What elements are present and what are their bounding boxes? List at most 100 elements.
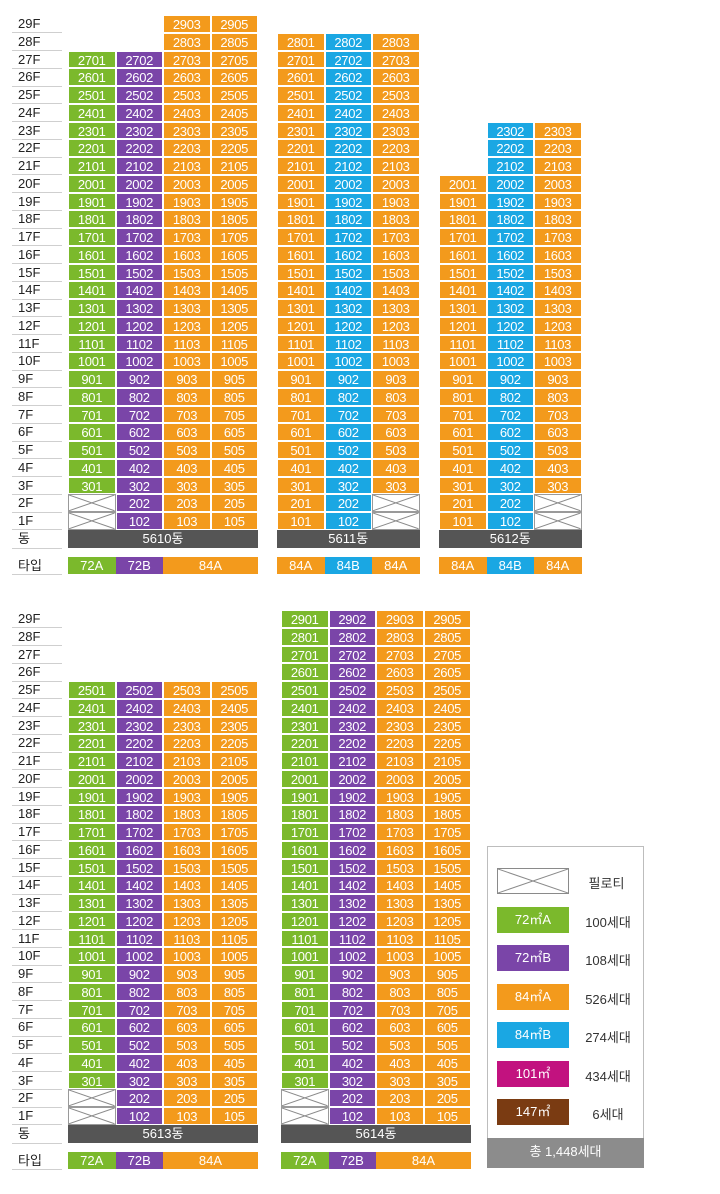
floor-label: 6F [18, 1019, 34, 1035]
unit-cell: 1001 [277, 352, 325, 370]
unit-cell: 1703 [163, 823, 211, 841]
unit-cell: 301 [277, 476, 325, 495]
floor-label: 10F [18, 948, 41, 964]
unit-cell: 502 [486, 441, 534, 459]
floor-label: 24F [18, 104, 41, 120]
unit-cell: 1005 [210, 947, 258, 965]
unit-cell: 701 [281, 1000, 329, 1019]
unit-cell: 2402 [324, 103, 372, 122]
unit-cell: 603 [372, 423, 420, 441]
unit-cell: 1203 [163, 911, 211, 930]
legend-swatch: 72㎡B [497, 945, 569, 971]
unit-type-label: 84A [163, 556, 258, 575]
unit-cell: 702 [328, 1000, 376, 1019]
unit-cell: 1202 [486, 316, 534, 335]
unit-cell: 2102 [115, 157, 163, 175]
unit-cell: 1801 [68, 210, 116, 228]
unit-cell: 1403 [163, 281, 211, 299]
unit-cell: 1501 [68, 263, 116, 282]
floor-divider [12, 493, 62, 495]
unit-cell: 2601 [277, 68, 325, 86]
unit-cell: 402 [115, 458, 163, 477]
floor-label: 13F [18, 895, 41, 910]
unit-cell: 1801 [68, 805, 116, 823]
unit-cell: 305 [210, 1071, 258, 1090]
unit-cell: 1501 [68, 858, 116, 877]
unit-cell: 801 [277, 387, 325, 406]
unit-cell: 2403 [372, 103, 420, 122]
unit-cell: 202 [328, 1089, 376, 1107]
unit-cell: 1301 [68, 299, 116, 317]
unit-cell: 503 [163, 1036, 211, 1054]
unit-cell: 1302 [486, 299, 534, 317]
floor-divider [12, 121, 62, 122]
unit-cell: 2601 [281, 663, 329, 681]
unit-cell: 902 [115, 370, 163, 388]
unit-cell: 1301 [439, 299, 487, 317]
unit-cell: 405 [423, 1053, 471, 1072]
unit-cell: 701 [68, 1000, 116, 1019]
unit-cell: 2301 [281, 716, 329, 735]
unit-cell: 602 [115, 1018, 163, 1036]
unit-cell: 1101 [281, 929, 329, 948]
unit-cell: 2201 [281, 734, 329, 752]
floor-label: 3F [18, 477, 34, 493]
unit-cell: 1902 [115, 787, 163, 806]
unit-cell: 1803 [163, 805, 211, 823]
floor-label: 18F [18, 211, 41, 227]
dong-row-label: 동 [18, 1125, 30, 1141]
floor-label: 16F [18, 246, 41, 262]
legend-count: 434세대 [585, 1068, 631, 1084]
unit-cell: 1005 [423, 947, 471, 965]
unit-cell: 1803 [534, 210, 582, 228]
unit-cell: 803 [163, 982, 211, 1001]
unit-cell: 802 [115, 387, 163, 406]
legend-swatch: 147㎡ [497, 1099, 569, 1125]
unit-cell: 202 [324, 494, 372, 512]
unit-cell: 802 [324, 387, 372, 406]
unit-cell: 2602 [328, 663, 376, 681]
unit-cell: 1602 [328, 840, 376, 859]
unit-cell: 705 [210, 405, 258, 424]
unit-cell: 1101 [439, 334, 487, 353]
unit-cell: 901 [439, 370, 487, 388]
unit-cell: 1705 [210, 823, 258, 841]
unit-cell: 502 [328, 1036, 376, 1054]
unit-cell: 1702 [486, 228, 534, 246]
unit-cell: 902 [324, 370, 372, 388]
unit-cell: 1601 [277, 245, 325, 264]
unit-cell: 1401 [68, 281, 116, 299]
unit-cell: 1403 [534, 281, 582, 299]
unit-cell: 2701 [281, 645, 329, 664]
unit-cell: 201 [277, 494, 325, 512]
unit-cell: 2003 [163, 769, 211, 788]
unit-cell: 1503 [376, 858, 424, 877]
unit-cell: 1603 [372, 245, 420, 264]
unit-cell: 2203 [163, 734, 211, 752]
unit-cell: 703 [163, 1000, 211, 1019]
unit-cell: 1403 [376, 876, 424, 894]
unit-cell: 2705 [210, 50, 258, 69]
unit-cell: 301 [439, 476, 487, 495]
floor-divider [12, 156, 62, 158]
unit-cell: 1003 [163, 947, 211, 965]
unit-cell: 2302 [324, 121, 372, 140]
floor-label: 22F [18, 140, 41, 156]
unit-cell: 1602 [486, 245, 534, 264]
unit-cell: 703 [376, 1000, 424, 1019]
floor-label: 7F [18, 406, 34, 422]
unit-cell: 1905 [210, 787, 258, 806]
unit-cell: 305 [423, 1071, 471, 1090]
unit-cell: 401 [277, 458, 325, 477]
unit-cell: 1002 [486, 352, 534, 370]
floor-divider [12, 698, 62, 700]
unit-cell: 902 [115, 965, 163, 983]
legend-count: 108세대 [585, 953, 631, 968]
unit-cell: 1401 [281, 876, 329, 894]
unit-cell: 1102 [324, 334, 372, 353]
unit-cell: 403 [163, 458, 211, 477]
floor-label: 29F [18, 611, 41, 626]
unit-cell: 2903 [376, 610, 424, 628]
unit-cell: 605 [210, 1018, 258, 1036]
floor-label: 29F [18, 16, 41, 31]
